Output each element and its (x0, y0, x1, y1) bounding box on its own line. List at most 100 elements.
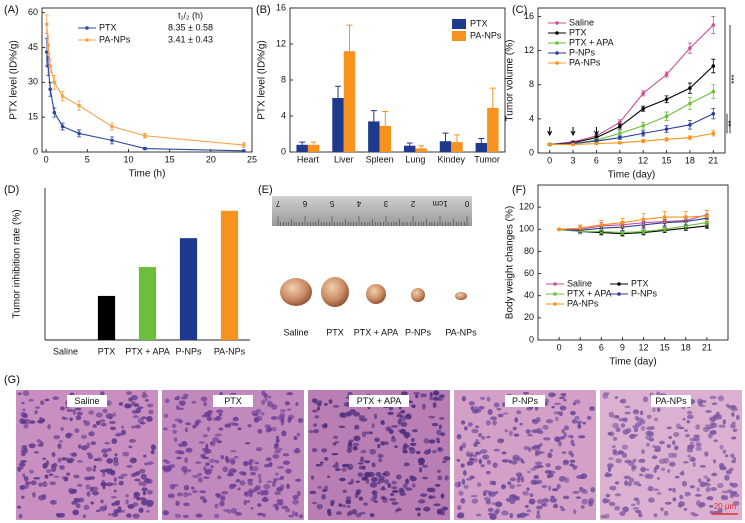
cell-nucleus (534, 450, 539, 457)
cell-nucleus (207, 426, 211, 432)
cell-nucleus (350, 478, 354, 484)
data-point (618, 120, 622, 125)
cell-nucleus (191, 486, 195, 490)
cell-nucleus (118, 401, 124, 406)
cell-nucleus (141, 393, 149, 399)
cell-nucleus (733, 493, 740, 498)
cell-nucleus (200, 396, 208, 402)
cell-nucleus (461, 395, 466, 402)
cell-nucleus (102, 453, 109, 458)
cell-nucleus (632, 409, 639, 413)
cell-nucleus (706, 496, 714, 501)
cell-nucleus (354, 424, 360, 430)
cell-nucleus (237, 487, 241, 491)
cell-nucleus (731, 412, 735, 418)
cell-nucleus (428, 495, 434, 500)
cell-nucleus (391, 486, 398, 490)
legend-label: PTX (631, 278, 649, 288)
cell-nucleus (59, 465, 65, 470)
cell-nucleus (48, 473, 54, 477)
cell-nucleus (609, 431, 615, 437)
cell-nucleus (92, 468, 96, 472)
cell-nucleus (130, 473, 137, 478)
legend-label: PA-NPs (569, 57, 601, 67)
cell-nucleus (239, 480, 246, 486)
cell-nucleus (74, 428, 80, 434)
cell-nucleus (471, 428, 479, 434)
cell-nucleus (42, 481, 48, 488)
panel-label: (G) (4, 374, 20, 386)
cell-nucleus (86, 491, 91, 497)
cell-nucleus (492, 462, 498, 469)
cell-nucleus (50, 466, 57, 473)
error-bar (478, 138, 485, 143)
cell-nucleus (647, 485, 654, 492)
cell-nucleus (106, 458, 114, 464)
cell-nucleus (653, 513, 658, 518)
y-axis-label: Tumor volume (%) (505, 40, 516, 122)
plot-frame (41, 7, 253, 153)
cell-nucleus (321, 448, 328, 453)
cell-nucleus (418, 499, 426, 504)
cell-nucleus (611, 445, 616, 449)
cell-nucleus (660, 507, 664, 512)
bar (220, 210, 239, 340)
y-tick-label: 0 (529, 147, 534, 157)
cell-nucleus (487, 409, 493, 415)
cell-nucleus (516, 513, 524, 518)
cell-nucleus (377, 443, 381, 449)
cell-nucleus (456, 433, 462, 440)
cell-nucleus (436, 508, 443, 515)
cell-nucleus (60, 406, 65, 411)
cell-nucleus (695, 442, 702, 447)
cell-nucleus (162, 510, 169, 516)
cell-nucleus (219, 500, 225, 507)
data-point (594, 139, 599, 143)
cell-nucleus (332, 464, 339, 468)
legend-label: Saline (567, 278, 592, 288)
error-bar (346, 24, 353, 52)
cell-nucleus (682, 461, 689, 464)
cell-nucleus (730, 423, 736, 429)
cell-nucleus (296, 490, 301, 497)
cell-nucleus (101, 448, 108, 454)
plot-frame (537, 184, 729, 341)
cell-nucleus (52, 462, 58, 468)
cell-nucleus (132, 502, 139, 507)
cell-nucleus (402, 483, 408, 489)
cell-nucleus (606, 499, 611, 503)
data-point (557, 227, 561, 232)
cell-nucleus (689, 485, 695, 489)
cell-nucleus (191, 489, 198, 494)
label-box (349, 395, 409, 407)
cell-nucleus (323, 485, 329, 492)
cell-nucleus (71, 452, 77, 457)
cell-nucleus (720, 494, 726, 500)
legend-marker (555, 51, 559, 55)
cell-nucleus (578, 488, 586, 493)
cell-nucleus (373, 413, 378, 420)
cell-nucleus (717, 482, 724, 489)
cell-nucleus (44, 398, 50, 402)
data-point (641, 131, 645, 136)
cell-nucleus (104, 468, 111, 473)
cell-nucleus (282, 460, 290, 465)
legend-swatch (452, 19, 466, 29)
histology-label: P-NPs (512, 396, 539, 406)
x-tick-label: 15 (165, 154, 175, 164)
cell-nucleus (641, 449, 645, 455)
data-point (60, 94, 65, 99)
data-point (641, 91, 645, 96)
cell-nucleus (275, 505, 279, 511)
cell-nucleus (705, 410, 712, 413)
y-tick-label: 0 (33, 146, 38, 156)
cell-nucleus (212, 436, 220, 443)
cell-nucleus (331, 452, 339, 456)
cell-nucleus (705, 486, 711, 493)
cell-nucleus (352, 442, 360, 447)
cell-nucleus (73, 497, 81, 503)
cell-nucleus (717, 395, 724, 402)
cell-nucleus (704, 451, 709, 457)
cell-nucleus (112, 412, 116, 418)
cell-nucleus (459, 445, 464, 452)
